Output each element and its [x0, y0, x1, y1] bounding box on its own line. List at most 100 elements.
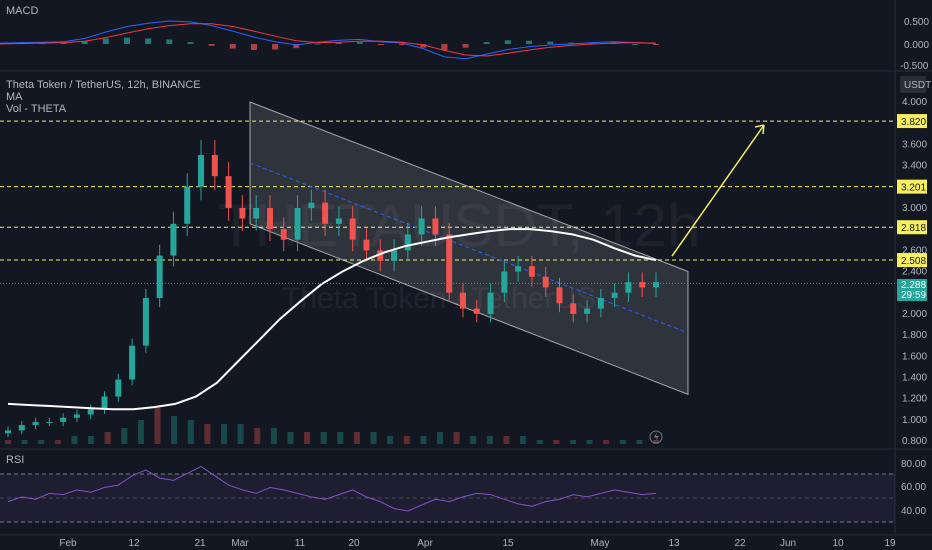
price-axis[interactable]: 4.0003.8003.6003.4003.2003.0002.8002.600… [902, 97, 927, 447]
time-axis[interactable]: Feb 12 21 Mar 11 20 Apr 15 May 13 22 Jun 10 19 [59, 538, 896, 549]
macd-histogram-bar [229, 44, 236, 49]
currency-badge[interactable] [900, 76, 926, 93]
macd-histogram-bar [335, 42, 342, 44]
candle-body [294, 207, 301, 240]
candle-body [639, 282, 646, 288]
volume-bar [38, 440, 45, 444]
time-tick: 21 [194, 538, 206, 549]
volume-bar [569, 440, 576, 444]
level-tag-value: 3.820 [901, 117, 926, 128]
level-tag-value: 2.818 [901, 223, 926, 234]
volume-bar [387, 436, 394, 444]
macd-line [0, 20, 657, 60]
descending-channel[interactable] [249, 101, 689, 396]
volume-bar [503, 436, 510, 444]
volume-bar [204, 424, 211, 444]
level-tag [897, 253, 927, 268]
volume-bar [586, 440, 593, 444]
candle-body [225, 176, 232, 208]
candle-body [487, 292, 494, 314]
price-tick: 3.000 [902, 203, 927, 214]
volume-bar [71, 436, 78, 444]
candle-body [363, 239, 370, 251]
macd-histogram-bar [293, 44, 300, 49]
volume-bar [453, 432, 460, 444]
volume-bar [320, 432, 327, 444]
last-price-value: 2.288 [901, 280, 926, 291]
horizontal-levels[interactable] [0, 120, 895, 261]
last-price-tag [897, 279, 927, 301]
volume-bar [653, 440, 659, 444]
price-tick: 1.400 [902, 372, 927, 383]
macd-histogram-bar [526, 40, 533, 44]
candle-body [349, 218, 356, 240]
macd-histogram-bar [483, 42, 490, 44]
macd-histogram-bar [102, 38, 109, 44]
volume-indicator-label[interactable]: Vol - THETA [6, 103, 67, 115]
price-tick: 2.600 [902, 245, 927, 256]
price-tick: 1.200 [902, 394, 927, 405]
time-tick: 13 [668, 538, 680, 549]
level-tag [897, 114, 927, 129]
channel-midline[interactable] [249, 162, 689, 334]
time-tick: Jun [780, 538, 796, 549]
macd-histogram-bar [123, 37, 130, 44]
candle-body [542, 276, 549, 288]
candle-body [459, 292, 466, 309]
volume-bar [370, 432, 377, 444]
macd-signal-line [0, 23, 657, 57]
macd-histogram-bar [81, 41, 88, 44]
ma-indicator-label[interactable]: MA [6, 91, 23, 103]
time-tick: May [591, 538, 610, 549]
volume-bar [520, 436, 527, 444]
macd-title: MACD [6, 5, 38, 17]
time-tick: 20 [348, 538, 360, 549]
candle-body [556, 287, 563, 304]
rsi-tick: 40.00 [901, 506, 926, 517]
time-tick: 12 [128, 538, 140, 549]
candle-body [625, 282, 632, 293]
price-tick: 1.600 [902, 351, 927, 362]
candle-body [501, 271, 508, 293]
volume-bar [619, 440, 626, 444]
candle-body [611, 292, 618, 298]
volume-bar [603, 440, 610, 444]
macd-histogram-bar [504, 40, 511, 44]
volume-bar [237, 424, 244, 444]
volume-bar [187, 420, 194, 444]
candle-body [584, 308, 591, 314]
volume-bar [403, 436, 410, 444]
time-tick: 15 [502, 538, 514, 549]
rsi-tick: 60.00 [901, 482, 926, 493]
candle-body [432, 218, 439, 235]
price-tick: 3.600 [902, 139, 927, 150]
time-tick: Feb [59, 538, 77, 549]
candle-body [170, 223, 177, 256]
candle-body [473, 308, 480, 314]
candle-body [18, 425, 25, 431]
volume-bar [21, 440, 28, 444]
volume-bar [470, 436, 477, 444]
level-tag [897, 179, 927, 194]
lightning-bolt-icon[interactable] [649, 430, 663, 444]
moving-average-line[interactable] [7, 228, 657, 411]
candle-body [418, 218, 425, 235]
candle-body [653, 282, 659, 288]
candle-body [404, 234, 411, 251]
macd-histogram-bar [272, 44, 279, 50]
price-tick: 2.000 [902, 309, 927, 320]
candle-body [308, 202, 315, 208]
candle-body [253, 207, 260, 219]
volume-bar [337, 432, 344, 444]
projection-arrow[interactable] [671, 124, 765, 257]
currency-label: USDT [904, 80, 931, 91]
price-tick: 2.400 [902, 267, 927, 278]
candle-body [32, 421, 39, 426]
macd-histogram-bar [631, 44, 638, 45]
price-tick: 1.800 [902, 330, 927, 341]
time-tick: 22 [734, 538, 746, 549]
volume-bar [486, 436, 493, 444]
volume-bar [270, 428, 277, 444]
candles [5, 140, 659, 437]
